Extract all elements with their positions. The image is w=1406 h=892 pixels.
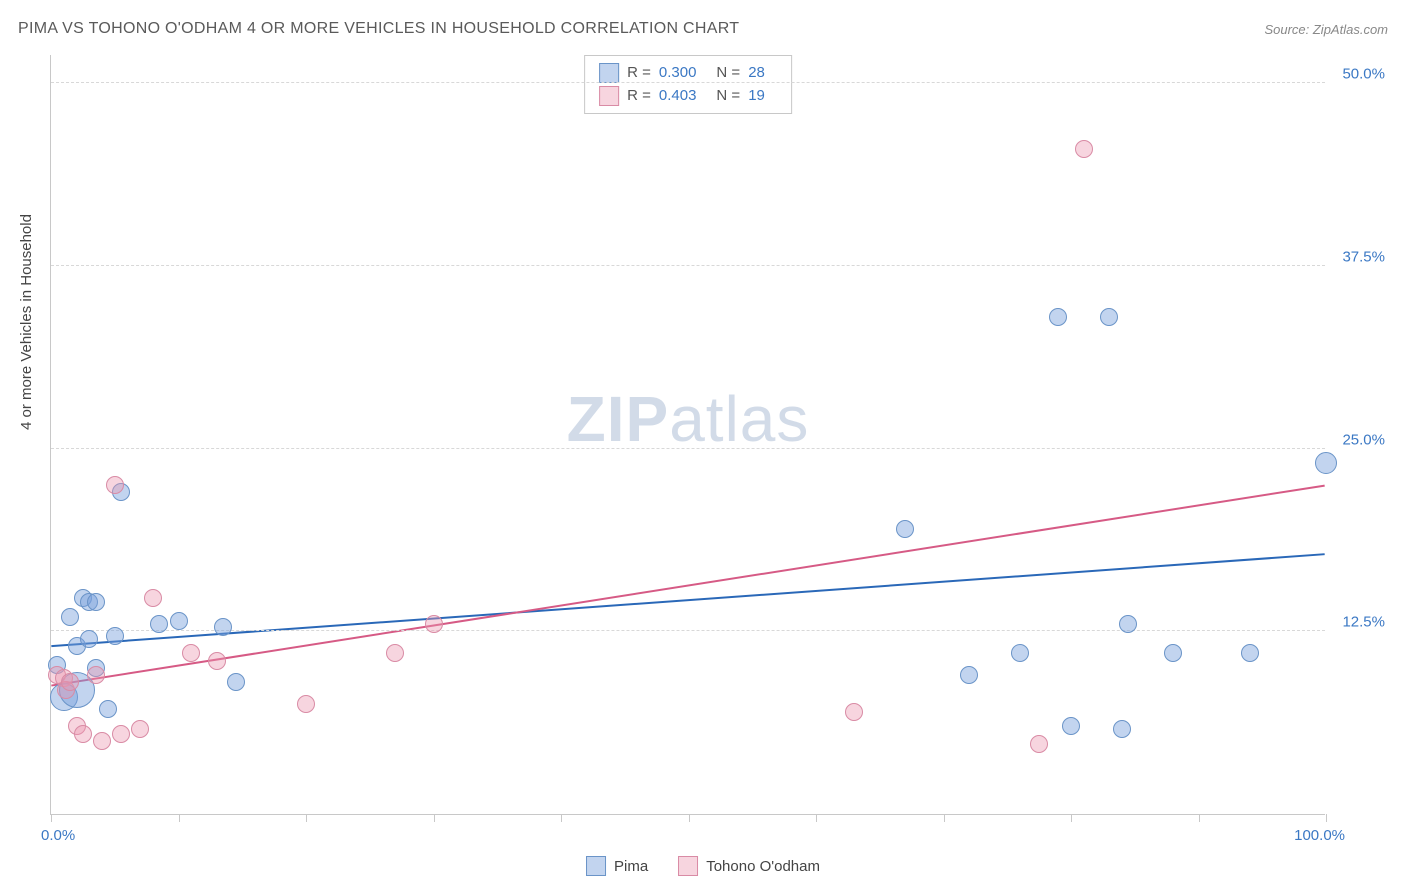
- data-point: [61, 608, 79, 626]
- gridline: [51, 265, 1325, 266]
- data-point: [131, 720, 149, 738]
- x-tick: [179, 814, 180, 822]
- plot-area: ZIPatlas R = 0.300N = 28R = 0.403N = 19 …: [50, 55, 1325, 815]
- x-axis-max-label: 100.0%: [1294, 827, 1345, 844]
- data-point: [896, 520, 914, 538]
- trend-line: [51, 554, 1324, 646]
- data-point: [960, 666, 978, 684]
- data-point: [1315, 452, 1337, 474]
- data-point: [150, 615, 168, 633]
- data-point: [106, 627, 124, 645]
- r-label: R =: [627, 62, 651, 85]
- x-tick: [1071, 814, 1072, 822]
- legend-label: Tohono O'odham: [706, 858, 820, 875]
- y-tick-label: 50.0%: [1342, 66, 1385, 83]
- gridline: [51, 448, 1325, 449]
- x-tick: [561, 814, 562, 822]
- data-point: [1241, 644, 1259, 662]
- source-attribution: Source: ZipAtlas.com: [1264, 22, 1388, 37]
- gridline: [51, 82, 1325, 83]
- y-tick-label: 12.5%: [1342, 614, 1385, 631]
- legend-item: Pima: [586, 856, 648, 876]
- n-label: N =: [716, 62, 740, 85]
- stats-row: R = 0.403 N = 19: [599, 85, 777, 108]
- data-point: [1011, 644, 1029, 662]
- data-point: [208, 652, 226, 670]
- n-value: 28: [748, 62, 765, 85]
- title-bar: PIMA VS TOHONO O'ODHAM 4 OR MORE VEHICLE…: [18, 20, 1388, 38]
- stats-legend-box: R = 0.300 N = 28 R = 0.403 N = 19: [584, 55, 792, 114]
- data-point: [297, 695, 315, 713]
- data-point: [182, 644, 200, 662]
- x-tick: [944, 814, 945, 822]
- stats-row: R = 0.300 N = 28: [599, 62, 777, 85]
- data-point: [1075, 140, 1093, 158]
- x-tick: [306, 814, 307, 822]
- x-tick: [1199, 814, 1200, 822]
- series-swatch: [599, 86, 619, 106]
- data-point: [425, 615, 443, 633]
- data-point: [1100, 308, 1118, 326]
- n-label: N =: [716, 85, 740, 108]
- r-label: R =: [627, 85, 651, 108]
- data-point: [87, 593, 105, 611]
- trend-lines: [51, 55, 1325, 814]
- legend-item: Tohono O'odham: [678, 856, 820, 876]
- data-point: [214, 618, 232, 636]
- data-point: [99, 700, 117, 718]
- x-tick: [51, 814, 52, 822]
- y-tick-label: 25.0%: [1342, 431, 1385, 448]
- data-point: [93, 732, 111, 750]
- r-value: 0.403: [659, 85, 697, 108]
- x-tick: [816, 814, 817, 822]
- data-point: [1119, 615, 1137, 633]
- series-legend: Pima Tohono O'odham: [586, 856, 820, 876]
- data-point: [1062, 717, 1080, 735]
- data-point: [386, 644, 404, 662]
- x-tick: [1326, 814, 1327, 822]
- data-point: [1164, 644, 1182, 662]
- data-point: [1030, 735, 1048, 753]
- x-axis-min-label: 0.0%: [41, 827, 75, 844]
- data-point: [170, 612, 188, 630]
- n-value: 19: [748, 85, 765, 108]
- x-tick: [689, 814, 690, 822]
- x-tick: [434, 814, 435, 822]
- data-point: [144, 589, 162, 607]
- data-point: [106, 476, 124, 494]
- data-point: [80, 630, 98, 648]
- data-point: [1049, 308, 1067, 326]
- trend-line: [51, 486, 1324, 686]
- r-value: 0.300: [659, 62, 697, 85]
- data-point: [845, 703, 863, 721]
- legend-swatch: [586, 856, 606, 876]
- series-swatch: [599, 63, 619, 83]
- data-point: [112, 725, 130, 743]
- data-point: [227, 673, 245, 691]
- legend-label: Pima: [614, 858, 648, 875]
- legend-swatch: [678, 856, 698, 876]
- data-point: [74, 725, 92, 743]
- y-tick-label: 37.5%: [1342, 248, 1385, 265]
- y-axis-label: 4 or more Vehicles in Household: [18, 214, 35, 430]
- chart-title: PIMA VS TOHONO O'ODHAM 4 OR MORE VEHICLE…: [18, 20, 739, 38]
- data-point: [87, 666, 105, 684]
- data-point: [61, 673, 79, 691]
- data-point: [1113, 720, 1131, 738]
